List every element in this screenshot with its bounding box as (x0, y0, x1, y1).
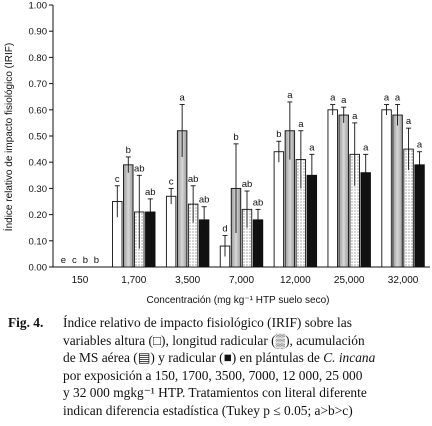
significance-letter: ab (188, 174, 199, 185)
bar (414, 164, 425, 268)
significance-letter: a (384, 93, 390, 104)
significance-letter: e (61, 255, 66, 266)
bar (338, 114, 349, 268)
x-tick-label: 1,700 (121, 275, 146, 286)
y-tick-label: 0.60 (29, 105, 48, 116)
caption-line-1: Índice relativo de impacto fisiológico (… (63, 315, 352, 330)
y-tick-label: 0.40 (29, 158, 48, 169)
y-tick-label: 0.00 (29, 263, 48, 274)
significance-letter: a (330, 93, 336, 104)
significance-letter: b (94, 255, 99, 266)
y-tick-label: 0.80 (29, 53, 48, 64)
y-tick-label: 0.50 (29, 132, 48, 143)
significance-letter: c (72, 255, 77, 266)
x-tick-label: 25,000 (334, 275, 365, 286)
significance-letter: b (126, 145, 131, 156)
y-axis-label: Índice relativo de impacto fisiológico (… (2, 43, 15, 231)
significance-letter: a (179, 93, 185, 104)
y-tick-label: 0.90 (29, 27, 48, 38)
y-tick-label: 0.20 (29, 210, 48, 221)
y-tick-label: 0.30 (29, 184, 48, 195)
bar-chart: 0.00 0.10 0.20 0.30 0.40 0.50 0.60 0.70 0.80 0.90… (2, 1, 430, 306)
x-tick-label: 12,000 (280, 275, 311, 286)
x-tick-label: 32,000 (388, 275, 419, 286)
significance-letter: a (352, 111, 358, 122)
bar (327, 109, 338, 268)
y-tick-label: 1.00 (29, 1, 48, 12)
significance-letter: c (169, 176, 174, 187)
unit-superscript: ⁻¹ (143, 385, 155, 401)
caption-line-4: por exposición a 150, 1700, 3500, 7000, … (63, 367, 363, 383)
significance-letter: ab (134, 163, 145, 174)
caption-line-2: variables altura (□), longitud radicular… (63, 332, 365, 348)
x-tick-label: 150 (72, 275, 89, 286)
caption-line-3: de MS aérea (▤) y radicular (■) en plánt… (63, 350, 320, 366)
significance-letter: a (395, 93, 401, 104)
figure-caption: Fig. 4. Índice relativo de impacto fisiol… (8, 314, 428, 420)
x-tick-label: 7,000 (229, 275, 254, 286)
bar (123, 164, 134, 268)
significance-letter: d (222, 224, 227, 235)
bar (165, 195, 177, 268)
significance-letter: a (417, 140, 423, 151)
significance-letter: ab (242, 179, 253, 190)
x-axis-label: Concentración (mg kg⁻¹ HTP suelo seco) (147, 295, 330, 306)
bar (381, 109, 392, 268)
significance-letter: c (115, 174, 120, 185)
x-tick-label: 3,500 (175, 275, 200, 286)
significance-letter: a (287, 90, 293, 101)
caption-line-5-cont: HTP. Tratamientos con literal diferente (154, 385, 367, 401)
significance-letter: a (298, 119, 304, 130)
significance-letter: a (406, 116, 412, 127)
y-tick-label: 0.70 (29, 79, 48, 90)
significance-letter: a (309, 142, 315, 153)
significance-letter: b (83, 255, 88, 266)
figure-label: Fig. 4. (8, 315, 44, 330)
significance-letter: b (233, 132, 238, 143)
significance-letter: a (363, 142, 369, 153)
species-name: C. incana (323, 350, 376, 366)
bar (392, 114, 403, 268)
significance-letter: b (276, 129, 281, 140)
bar (273, 151, 285, 268)
caption-line-5: y 32 000 mgkg (63, 385, 144, 401)
significance-letter: ab (145, 187, 156, 198)
significance-letter: ab (253, 197, 264, 208)
significance-letter: ab (199, 195, 210, 206)
y-tick-label: 0.10 (29, 236, 48, 247)
caption-line-6: indican diferencia estadística (Tukey p … (63, 402, 353, 418)
significance-letter: a (341, 95, 347, 106)
